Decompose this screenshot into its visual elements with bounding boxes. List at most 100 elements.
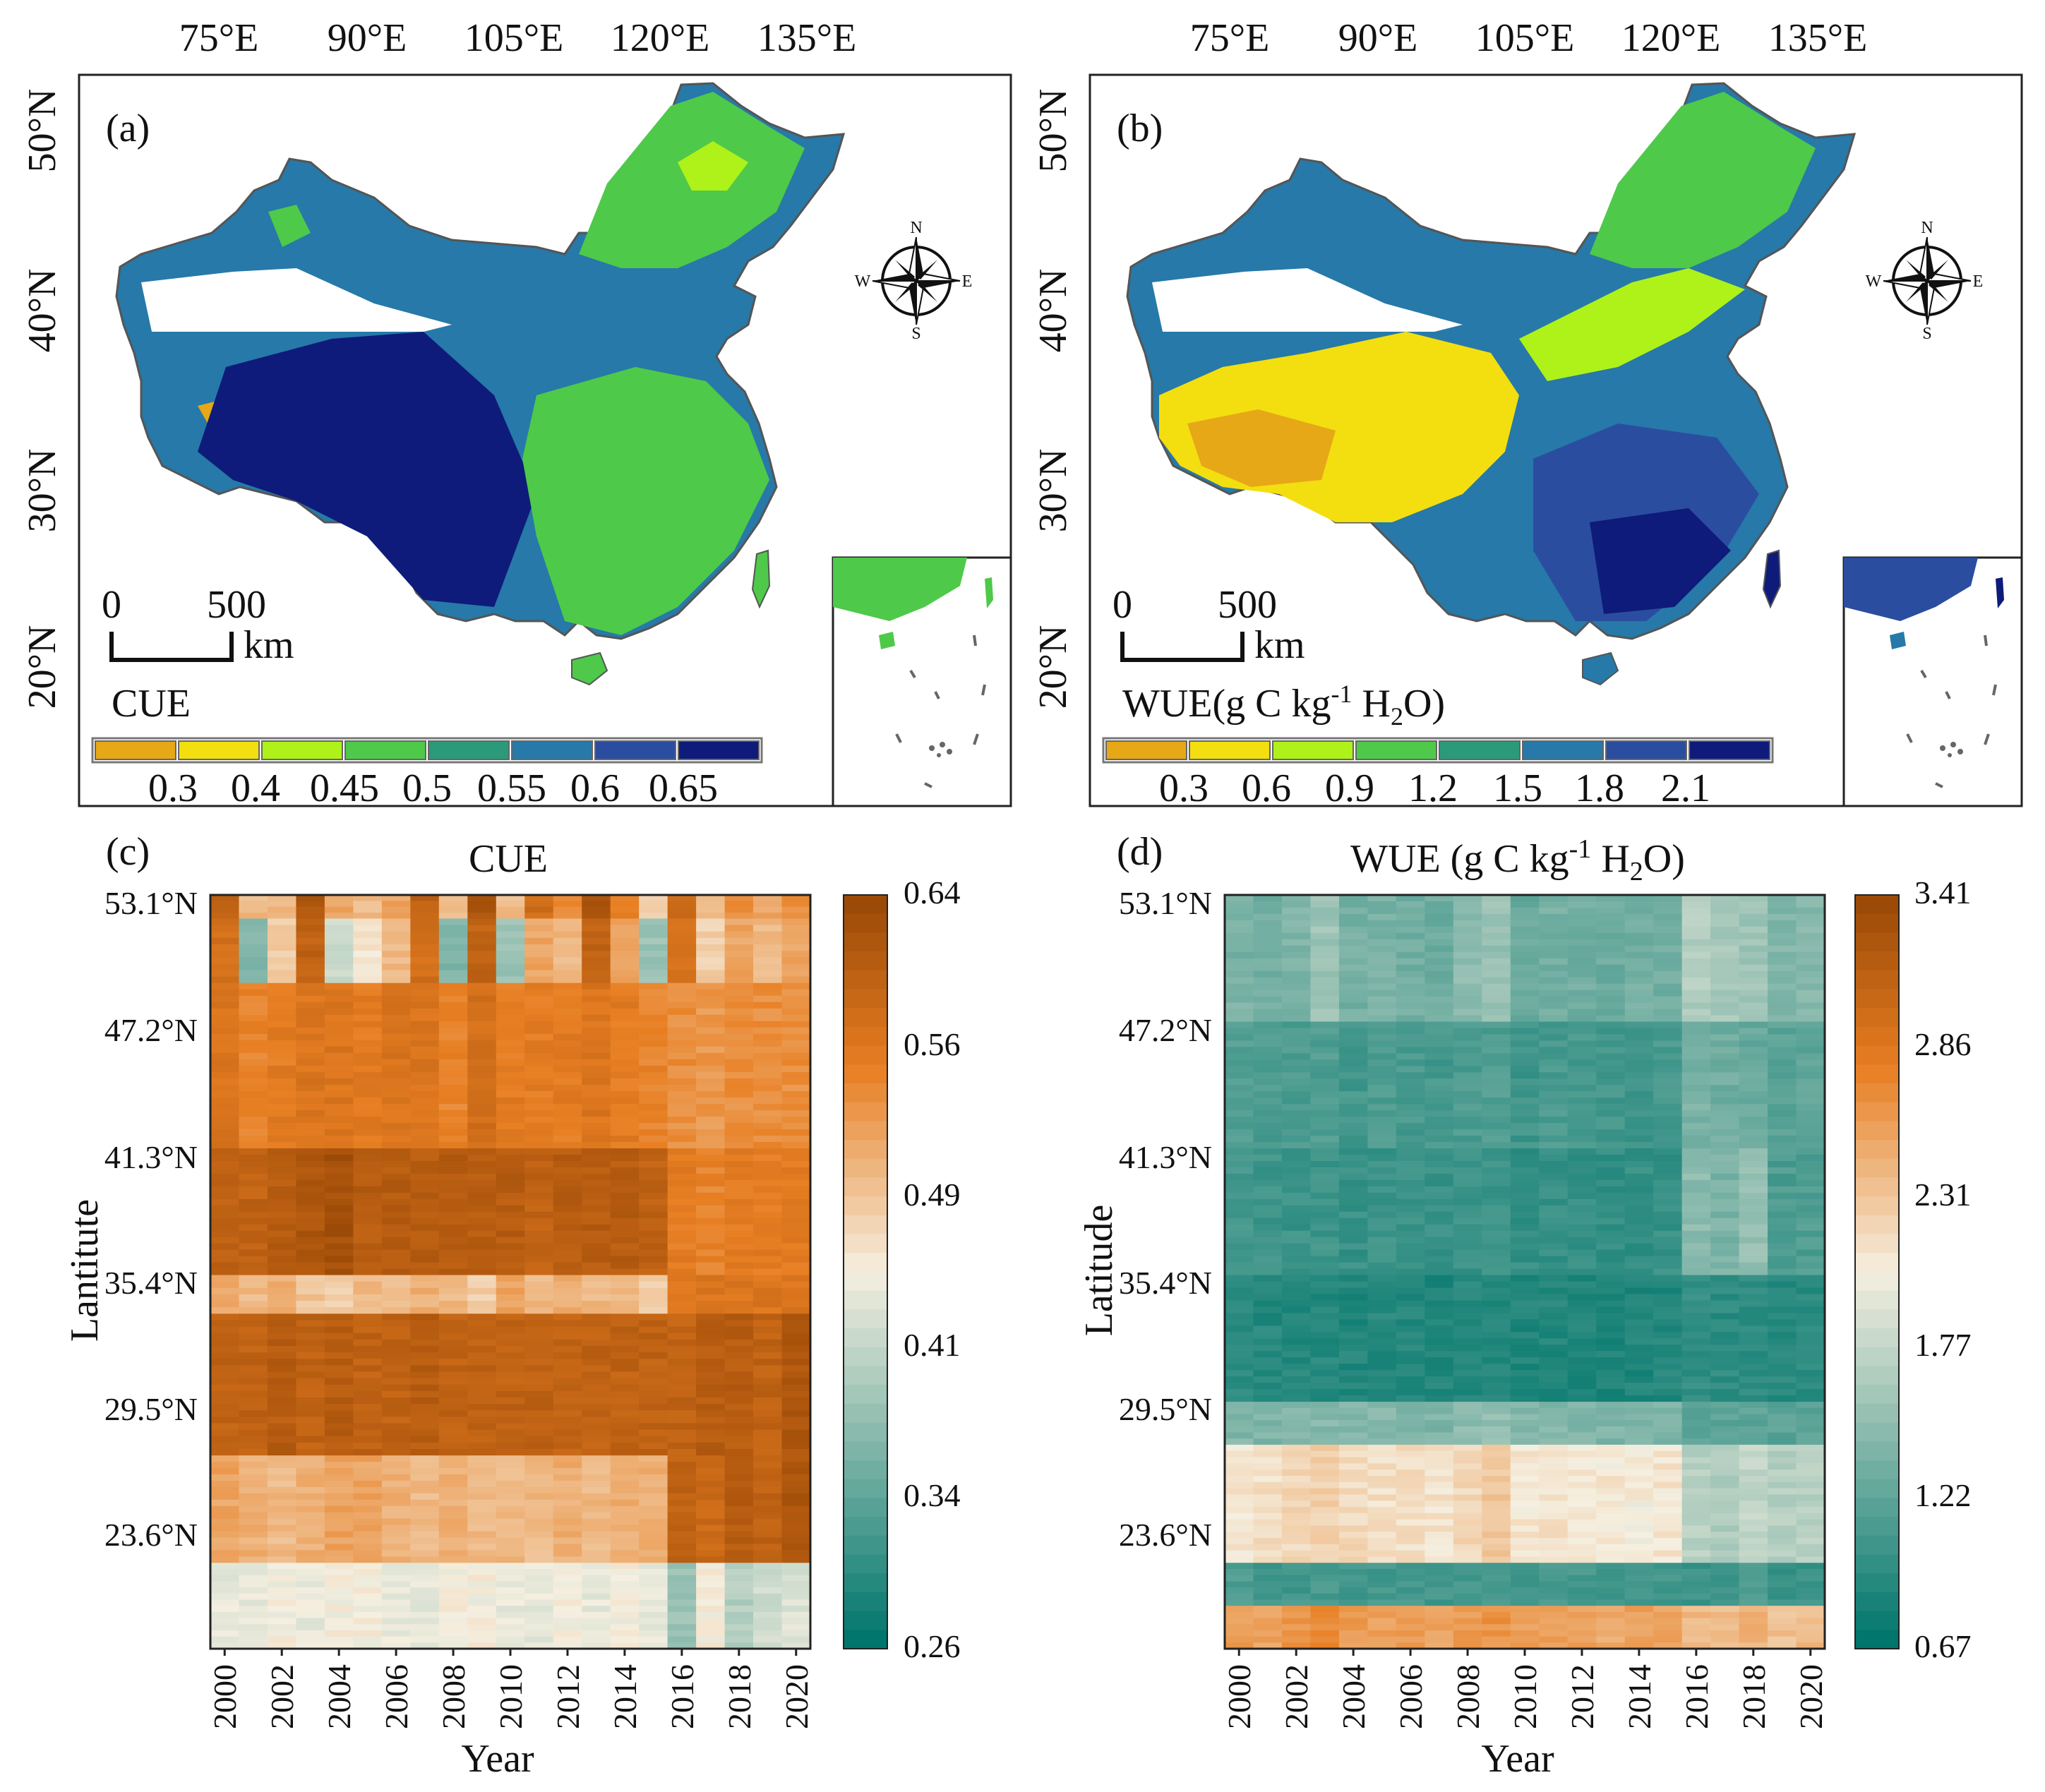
heatmap-cell	[1253, 895, 1283, 902]
year-tick: 2006	[378, 1664, 414, 1729]
heatmap-cell	[696, 1544, 726, 1551]
heatmap-cell	[1539, 1463, 1569, 1470]
heatmap-cell	[1396, 1414, 1425, 1421]
heatmap-cell	[438, 1575, 468, 1582]
heatmap-cell	[267, 957, 297, 964]
heatmap-cell	[496, 1404, 525, 1411]
heatmap-cell	[524, 1301, 554, 1308]
heatmap-cell	[1596, 1205, 1626, 1213]
heatmap-cell	[496, 1160, 525, 1168]
heatmap-cell	[1338, 1395, 1368, 1402]
heatmap-cell	[553, 1078, 582, 1086]
heatmap-cell	[1482, 1237, 1511, 1244]
heatmap-cell	[1539, 1091, 1569, 1098]
heatmap-cell	[381, 951, 411, 958]
heatmap-cell	[1567, 1300, 1597, 1308]
heatmap-cell	[1710, 1211, 1740, 1219]
heatmap-cell	[467, 1224, 497, 1232]
heatmap-cell	[1310, 1313, 1340, 1320]
heatmap-cell	[324, 1568, 354, 1576]
heatmap-cell	[467, 963, 497, 971]
heatmap-cell	[296, 1624, 325, 1631]
heatmap-cell	[1768, 1066, 1797, 1073]
heatmap-cell	[1253, 1021, 1283, 1029]
heatmap-cell	[496, 1287, 525, 1295]
colorbar-step	[844, 1573, 887, 1593]
heatmap-cell	[324, 1237, 354, 1244]
heatmap-cell	[1253, 1444, 1283, 1452]
heatmap-cell	[696, 906, 726, 913]
heatmap-cell	[1281, 1160, 1312, 1168]
heatmap-cell	[296, 1333, 325, 1340]
heatmap-cell	[467, 1198, 497, 1206]
heatmap-cell	[1310, 1230, 1340, 1238]
heatmap-cell	[438, 1256, 468, 1263]
heatmap-cell	[210, 1587, 240, 1594]
heatmap-cell	[267, 1390, 297, 1398]
heatmap-cell	[296, 1423, 325, 1431]
heatmap-cell	[1567, 1389, 1597, 1396]
heatmap-cell	[410, 1397, 440, 1405]
heatmap-cell	[381, 1249, 411, 1257]
heatmap-cell	[667, 963, 697, 971]
heatmap-cell	[1768, 996, 1797, 1004]
heatmap-cell	[324, 1429, 354, 1437]
heatmap-cell	[781, 1052, 811, 1060]
heatmap-cell	[1567, 1040, 1597, 1048]
heatmap-cell	[324, 906, 354, 913]
heatmap-cell	[1367, 1306, 1397, 1314]
heatmap-cell	[1624, 1313, 1654, 1320]
heatmap-cell	[267, 1205, 297, 1213]
heatmap-cell	[1425, 1370, 1454, 1377]
heatmap-cell	[1653, 939, 1683, 946]
inset-taiwan	[985, 577, 993, 608]
heatmap-cell	[1453, 1136, 1482, 1143]
heatmap-cell	[381, 1021, 411, 1028]
heatmap-cell	[639, 1262, 668, 1270]
heatmap-cell	[210, 1486, 240, 1494]
heatmap-cell	[410, 1575, 440, 1582]
heatmap-cell	[381, 1525, 411, 1532]
heatmap-cell	[1338, 901, 1368, 908]
heatmap-cell	[1681, 1457, 1711, 1464]
heatmap-cell	[724, 1052, 754, 1060]
heatmap-cell	[1539, 1186, 1569, 1193]
heatmap-cell	[1653, 895, 1683, 902]
heatmap-cell	[696, 1116, 726, 1124]
heatmap-cell	[753, 1217, 783, 1225]
heatmap-cell	[1281, 1186, 1312, 1193]
heatmap-cell	[239, 1462, 268, 1469]
heatmap-cell	[553, 1593, 582, 1601]
heatmap-cell	[610, 1556, 640, 1563]
heatmap-cell	[410, 1384, 440, 1392]
heatmap-cell	[1768, 901, 1797, 908]
heatmap-cell	[1710, 1281, 1740, 1289]
heatmap-cell	[1310, 990, 1340, 997]
heatmap-cell	[1739, 964, 1768, 972]
heatmap-cell	[267, 1449, 297, 1456]
heatmap-cell	[639, 1326, 668, 1334]
heatmap-cell	[267, 1371, 297, 1379]
heatmap-cell	[353, 918, 383, 926]
heatmap-cell	[438, 1455, 468, 1462]
lat-tick: 29.5°N	[104, 1391, 198, 1427]
heatmap-cell	[667, 1462, 697, 1469]
heatmap-cell	[381, 1179, 411, 1187]
heatmap-cell	[1710, 1501, 1740, 1508]
heatmap-cell	[496, 1486, 525, 1494]
heatmap-cell	[1567, 1414, 1597, 1421]
heatmap-cell	[1253, 1402, 1283, 1409]
heatmap-cell	[1624, 1224, 1654, 1232]
heatmap-cell	[381, 931, 411, 939]
heatmap-cell	[381, 970, 411, 978]
heatmap-cell	[296, 976, 325, 984]
heatmap-cell	[639, 1097, 668, 1105]
heatmap-cell	[582, 1410, 611, 1417]
heatmap-cell	[696, 1268, 726, 1276]
heatmap-cell	[381, 1474, 411, 1481]
heatmap-cell	[267, 1122, 297, 1130]
heatmap-cell	[467, 1256, 497, 1263]
heatmap-cell	[1425, 1364, 1454, 1371]
heatmap-cell	[353, 957, 383, 964]
heatmap-cell	[1367, 1389, 1397, 1396]
